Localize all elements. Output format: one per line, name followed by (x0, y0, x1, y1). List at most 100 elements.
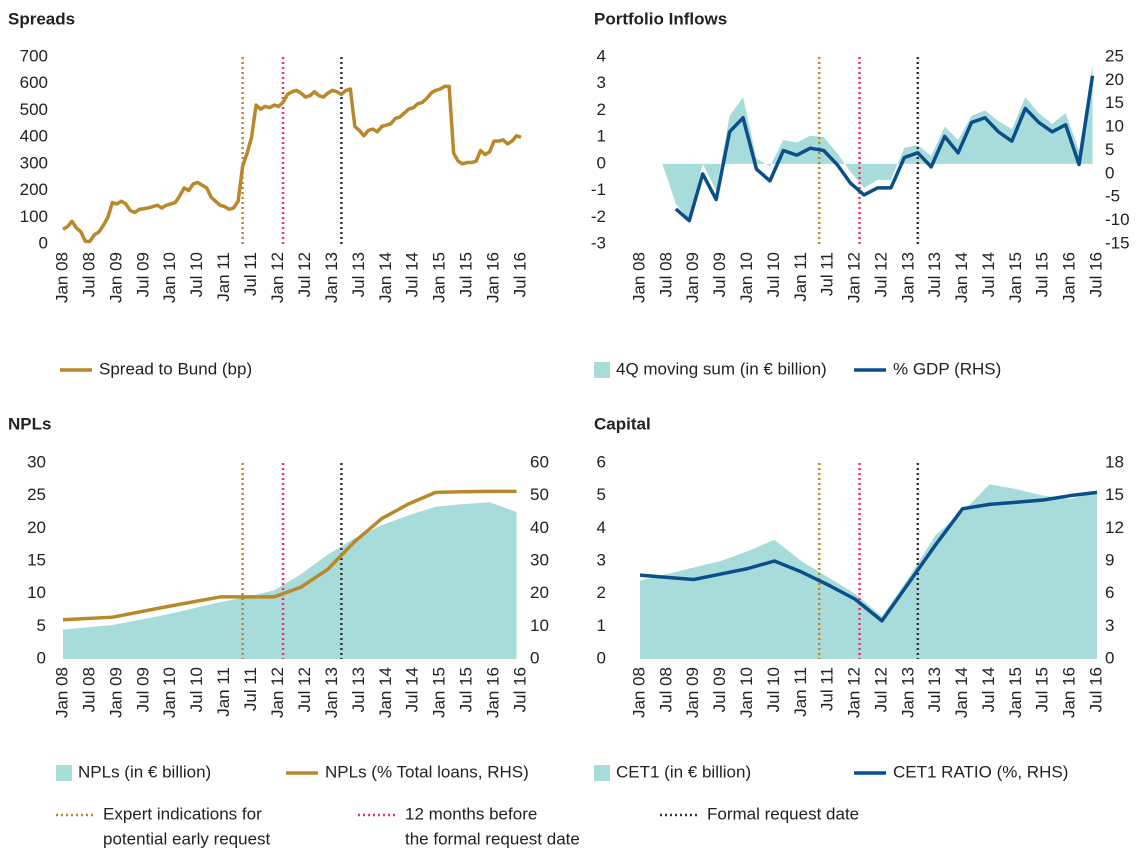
x-tick-label: Jul 14 (979, 667, 998, 712)
y2-tick-label: 0 (1105, 163, 1114, 182)
x-tick-label: Jul 16 (510, 667, 529, 712)
x-tick-label: Jul 13 (349, 667, 368, 712)
y-tick-label: 2 (597, 583, 606, 602)
x-tick-label: Jul 12 (295, 667, 314, 712)
x-tick-label: Jan 08 (629, 667, 648, 718)
x-tick-label: Jan 11 (214, 667, 233, 717)
y2-tick-label: 20 (1105, 70, 1124, 89)
x-tick-label: Jan 10 (737, 667, 756, 718)
y2-tick-label: 30 (530, 550, 549, 569)
y-tick-label: 4 (597, 46, 606, 65)
x-tick-label: Jul 11 (241, 667, 260, 711)
y-tick-label: 10 (27, 583, 46, 602)
x-tick-label: Jul 08 (79, 252, 98, 297)
y2-tick-label: 5 (1105, 140, 1114, 159)
y-tick-label: 5 (37, 616, 46, 635)
legend-label: 12 months before (405, 804, 537, 823)
area (640, 484, 1097, 659)
x-tick-label: Jul 16 (1086, 252, 1105, 297)
x-tick-label: Jul 13 (349, 252, 368, 297)
x-tick-label: Jan 13 (322, 667, 341, 718)
x-tick-label: Jan 16 (1060, 252, 1079, 303)
x-tick-label: Jan 10 (160, 667, 179, 718)
x-tick-label: Jan 15 (1006, 667, 1025, 718)
y-tick-label: 0 (597, 153, 606, 172)
y-tick-label: 3 (597, 550, 606, 569)
chart-title: NPLs (8, 414, 51, 433)
y-tick-label: 0 (597, 648, 606, 667)
x-tick-label: Jul 12 (871, 252, 890, 297)
y2-tick-label: 12 (1105, 518, 1124, 537)
x-tick-label: Jan 15 (430, 252, 449, 303)
legend-label: NPLs (% Total loans, RHS) (325, 762, 529, 781)
x-tick-label: Jan 14 (376, 667, 395, 718)
legend-label: Expert indications for (103, 804, 262, 823)
x-tick-label: Jan 09 (106, 667, 125, 718)
x-tick-label: Jul 14 (979, 252, 998, 297)
line (639, 490, 1098, 623)
x-tick-label: Jul 12 (295, 252, 314, 297)
x-tick-label: Jan 12 (845, 252, 864, 303)
y-tick-label: 500 (20, 100, 48, 119)
x-tick-label: Jul 09 (710, 667, 729, 712)
x-tick-label: Jan 15 (1006, 252, 1025, 303)
x-tick-label: Jul 15 (1033, 667, 1052, 712)
chart-panel: NPLs 0 5 10 15 20 25 30 0 10 20 30 40 50 60 Jan 08 Jul 0… (8, 414, 549, 781)
y2-tick-label: 18 (1105, 452, 1124, 471)
x-tick-label: Jan 13 (898, 667, 917, 718)
y2-tick-label: 3 (1105, 616, 1114, 635)
y2-tick-label: -10 (1105, 210, 1130, 229)
chart-title: Spreads (8, 9, 75, 28)
y2-tick-label: 10 (1105, 117, 1124, 136)
y-tick-label: 20 (27, 518, 46, 537)
legend-label: the formal request date (405, 829, 580, 848)
x-tick-label: Jan 11 (214, 252, 233, 302)
y2-tick-label: 15 (1105, 485, 1124, 504)
y-tick-label: 6 (597, 452, 606, 471)
x-tick-label: Jan 11 (791, 667, 810, 717)
y-tick-label: 30 (27, 452, 46, 471)
x-tick-label: Jan 14 (952, 667, 971, 718)
y-tick-label: 0 (37, 648, 46, 667)
chart-panel: Portfolio Inflows-3-2-101234-15-10-50510… (591, 9, 1130, 378)
x-tick-label: Jan 10 (737, 252, 756, 303)
x-tick-label: Jan 08 (52, 667, 71, 718)
y2-tick-label: 60 (530, 452, 549, 471)
x-tick-label: Jul 15 (457, 667, 476, 712)
x-tick-label: Jan 15 (430, 667, 449, 718)
legend-label: % GDP (RHS) (893, 359, 1001, 378)
x-tick-label: Jul 09 (710, 252, 729, 297)
x-tick-label: Jan 16 (1060, 667, 1079, 718)
y2-tick-label: -15 (1105, 233, 1130, 252)
x-tick-label: Jul 15 (457, 252, 476, 297)
y2-tick-label: 20 (530, 583, 549, 602)
legend-label: potential early request (103, 829, 271, 848)
legend-label: Spread to Bund (bp) (99, 359, 252, 378)
x-tick-label: Jan 10 (160, 252, 179, 303)
y-tick-label: 1 (597, 616, 606, 635)
x-tick-label: Jan 13 (322, 252, 341, 303)
x-tick-label: Jul 13 (925, 667, 944, 712)
y-tick-label: -3 (591, 233, 606, 252)
y-tick-label: 2 (597, 100, 606, 119)
y2-tick-label: 15 (1105, 93, 1124, 112)
y2-tick-label: 50 (530, 485, 549, 504)
y2-tick-label: 0 (530, 648, 539, 667)
x-tick-label: Jul 11 (818, 667, 837, 711)
x-tick-label: Jul 14 (403, 252, 422, 297)
y-tick-label: 600 (20, 73, 48, 92)
legend-label: NPLs (in € billion) (78, 762, 211, 781)
line (674, 75, 1095, 223)
x-tick-label: Jan 12 (845, 667, 864, 718)
y2-tick-label: 40 (530, 518, 549, 537)
legend-swatch (594, 765, 610, 781)
x-tick-label: Jul 11 (818, 252, 837, 296)
x-tick-label: Jan 16 (484, 667, 503, 718)
x-tick-label: Jan 08 (629, 252, 648, 303)
x-tick-label: Jul 12 (871, 667, 890, 712)
x-tick-label: Jul 11 (241, 252, 260, 296)
x-tick-label: Jan 12 (268, 667, 287, 718)
y-tick-label: 1 (597, 127, 606, 146)
